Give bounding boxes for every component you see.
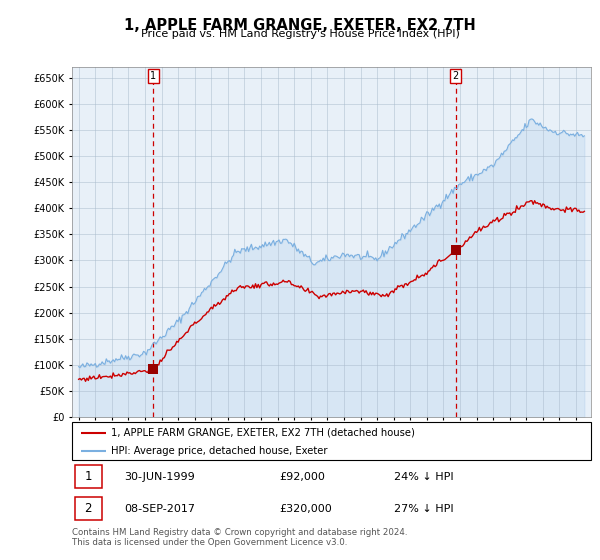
Text: 30-JUN-1999: 30-JUN-1999: [124, 472, 194, 482]
Text: Contains HM Land Registry data © Crown copyright and database right 2024.
This d: Contains HM Land Registry data © Crown c…: [72, 528, 407, 547]
FancyBboxPatch shape: [74, 465, 101, 488]
Text: 2: 2: [453, 71, 459, 81]
Text: HPI: Average price, detached house, Exeter: HPI: Average price, detached house, Exet…: [111, 446, 328, 456]
Text: £320,000: £320,000: [280, 503, 332, 514]
FancyBboxPatch shape: [74, 497, 101, 520]
Text: £92,000: £92,000: [280, 472, 325, 482]
Text: 27% ↓ HPI: 27% ↓ HPI: [394, 503, 454, 514]
Text: 24% ↓ HPI: 24% ↓ HPI: [394, 472, 454, 482]
Text: 08-SEP-2017: 08-SEP-2017: [124, 503, 195, 514]
Text: Price paid vs. HM Land Registry's House Price Index (HPI): Price paid vs. HM Land Registry's House …: [140, 29, 460, 39]
FancyBboxPatch shape: [72, 422, 591, 460]
Text: 1, APPLE FARM GRANGE, EXETER, EX2 7TH (detached house): 1, APPLE FARM GRANGE, EXETER, EX2 7TH (d…: [111, 428, 415, 438]
Text: 1: 1: [150, 71, 157, 81]
Text: 2: 2: [85, 502, 92, 515]
Text: 1, APPLE FARM GRANGE, EXETER, EX2 7TH: 1, APPLE FARM GRANGE, EXETER, EX2 7TH: [124, 18, 476, 33]
Text: 1: 1: [85, 470, 92, 483]
